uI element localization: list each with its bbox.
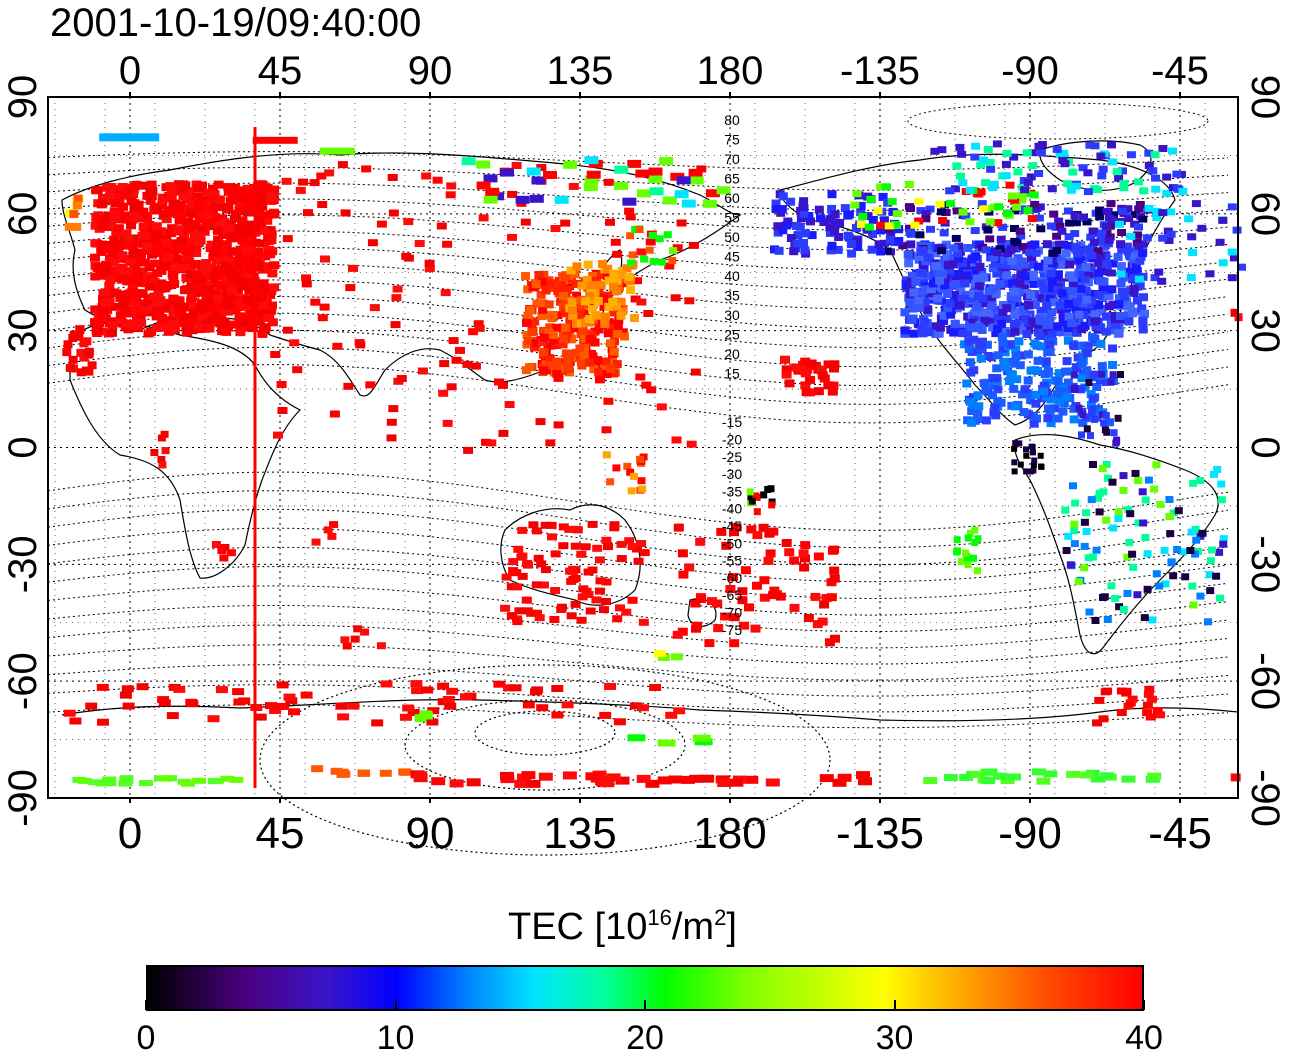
contour-line [47,566,1229,616]
contour-label: -55 [722,553,742,569]
contour-label: -50 [722,535,742,551]
tec-world-map: 0045459090135135180180-135-135-90-90-45-… [1,49,1287,858]
colorbar-tick-label: 10 [376,1019,415,1057]
contour-label: -65 [722,587,742,603]
contour-label: -75 [722,622,742,638]
colorbar-tick-mark [394,1000,397,1010]
coastline-greenland [1039,140,1152,191]
top-lon-tick-label: 90 [408,49,453,93]
contour-label: 70 [724,151,740,167]
contour-line [47,182,1229,211]
top-lon-tick-label: 180 [697,49,764,93]
right-lat-tick-label: 30 [1243,308,1287,353]
colorbar-tick-label: 30 [875,1019,914,1057]
contour-line [47,585,1229,632]
contour-line [47,644,1229,681]
contour-label: -45 [722,518,742,534]
contour-label: -40 [722,501,742,517]
colorbar-title: TEC [1016/m2] [508,905,737,948]
contour-label: 45 [724,249,740,265]
contour-label: 75 [724,132,740,148]
polar-contour [474,710,616,756]
colorbar-tick-label: 20 [626,1019,664,1057]
map-axes: 0045459090135135180180-135-135-90-90-45-… [1,49,1287,858]
contour-label: 55 [724,210,740,226]
contour-line [47,664,1229,697]
right-lat-tick-label: -30 [1243,535,1287,593]
top-lon-tick-label: -45 [1151,49,1209,93]
left-lat-tick-label: -60 [1,652,45,710]
right-lat-tick-label: 90 [1243,75,1287,120]
polar-contour [907,102,1209,140]
top-lon-tick-label: -90 [1001,49,1059,93]
top-lon-tick-label: 135 [547,49,614,93]
colorbar-tick-mark [1143,1000,1145,1010]
colorbar-tick-label: 0 [136,1019,156,1057]
contour-label: -70 [722,605,742,621]
left-lat-tick-label: -30 [1,535,45,593]
contour-label: -35 [722,483,742,499]
bottom-lon-tick-label: 45 [256,809,305,858]
contour-label: 15 [724,366,740,382]
coastline-africa [69,321,302,579]
right-lat-tick-label: -60 [1243,652,1287,710]
colorbar-tick-mark [145,1000,147,1010]
contour-label: -30 [722,466,742,482]
right-lat-tick-label: -90 [1243,769,1287,827]
polar-contour [259,664,831,856]
left-lat-tick-label: 90 [1,75,45,120]
contour-line [47,166,1229,191]
contour-label: 65 [724,171,740,187]
bottom-lon-tick-label: 135 [543,809,616,858]
contour-label: 80 [724,112,740,128]
polar-contour [404,699,686,791]
bottom-lon-tick-label: 180 [693,809,766,858]
left-lat-tick-label: 60 [1,192,45,237]
top-lon-tick-label: -135 [840,49,920,93]
contour-label: 30 [724,307,740,323]
right-lat-tick-label: 0 [1243,436,1287,458]
contour-label: 20 [724,346,740,362]
bottom-lon-tick-label: -45 [1148,809,1212,858]
map-frame [47,96,1239,799]
coastline-antarctica [61,699,1239,722]
map-timestamp-title: 2001-10-19/09:40:00 [50,1,422,45]
contour-label: -20 [722,432,742,448]
bottom-lon-tick-label: 90 [406,809,455,858]
contour-label: -25 [722,449,742,465]
contour-label: 35 [724,288,740,304]
tec-data-cells [62,133,1246,788]
contour-label: -15 [722,414,742,430]
colorbar-tick-label: 40 [1125,1019,1163,1057]
colorbar-tick-mark [893,1000,896,1010]
coastline-south-america [1013,433,1219,655]
colorbar-tick-mark [644,1000,646,1010]
contour-line [47,490,1229,549]
top-lon-tick-label: 0 [119,49,141,93]
contour-label: 60 [724,190,740,206]
bottom-lon-tick-label: -90 [998,809,1062,858]
contour-line [47,624,1229,665]
left-lat-tick-label: -90 [1,769,45,827]
top-lon-tick-label: 45 [258,49,303,93]
contour-label: 25 [724,327,740,343]
contour-line [47,605,1229,649]
bottom-lon-tick-label: 0 [118,809,142,858]
right-lat-tick-label: 60 [1243,192,1287,237]
left-lat-tick-label: 0 [1,436,45,458]
bottom-lon-tick-label: -135 [836,809,924,858]
contour-label: 40 [724,268,740,284]
left-lat-tick-label: 30 [1,308,45,353]
contour-label: -60 [722,570,742,586]
contour-label: 50 [724,229,740,245]
